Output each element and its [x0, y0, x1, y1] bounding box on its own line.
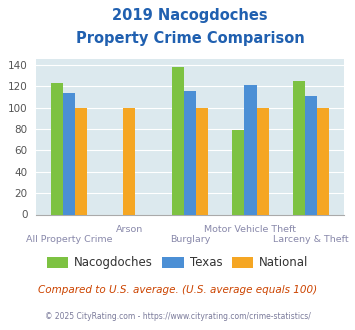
- Bar: [293, 81, 305, 214]
- Bar: [184, 91, 196, 214]
- Bar: [232, 130, 245, 214]
- Text: Motor Vehicle Theft: Motor Vehicle Theft: [204, 225, 296, 234]
- Bar: [123, 108, 135, 214]
- Bar: [172, 67, 184, 214]
- Bar: [63, 92, 75, 214]
- Text: 2019 Nacogdoches: 2019 Nacogdoches: [112, 8, 268, 23]
- Text: Property Crime Comparison: Property Crime Comparison: [76, 31, 304, 46]
- Bar: [257, 108, 269, 214]
- Bar: [245, 85, 257, 214]
- Bar: [75, 108, 87, 214]
- Text: All Property Crime: All Property Crime: [26, 235, 112, 244]
- Bar: [317, 108, 329, 214]
- Text: Burglary: Burglary: [170, 235, 210, 244]
- Text: © 2025 CityRating.com - https://www.cityrating.com/crime-statistics/: © 2025 CityRating.com - https://www.city…: [45, 312, 310, 321]
- Legend: Nacogdoches, Texas, National: Nacogdoches, Texas, National: [42, 252, 313, 274]
- Bar: [305, 96, 317, 214]
- Bar: [51, 83, 63, 214]
- Text: Compared to U.S. average. (U.S. average equals 100): Compared to U.S. average. (U.S. average …: [38, 285, 317, 295]
- Text: Larceny & Theft: Larceny & Theft: [273, 235, 349, 244]
- Bar: [196, 108, 208, 214]
- Text: Arson: Arson: [116, 225, 143, 234]
